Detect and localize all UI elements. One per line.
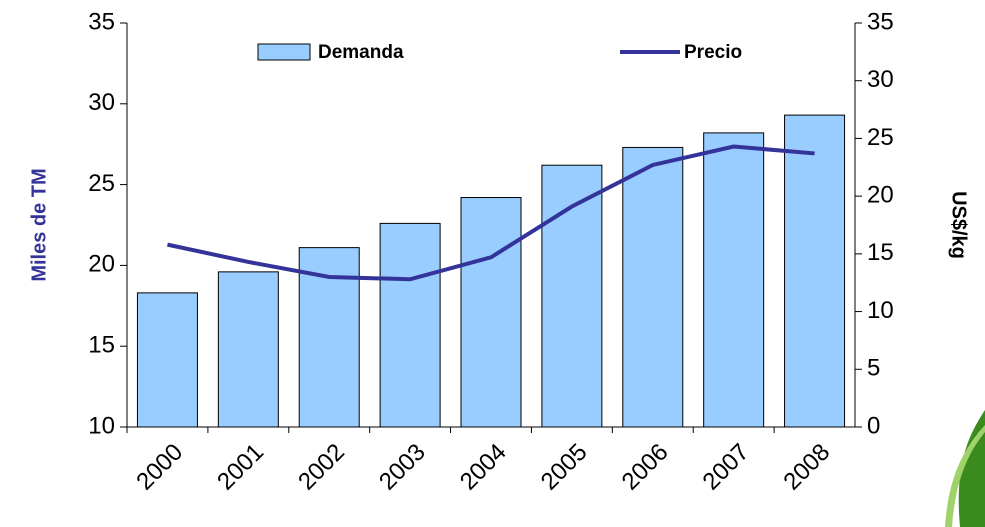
x-tick-label: 2007 [698, 439, 755, 496]
y2-tick-label: 20 [867, 181, 894, 208]
y2-tick-label: 5 [867, 355, 880, 382]
y2-tick-label: 30 [867, 66, 894, 93]
x-tick-label: 2000 [131, 439, 188, 496]
y-axis-title: Miles de TM [28, 168, 50, 281]
legend-label: Precio [684, 42, 742, 63]
x-tick-label: 2001 [212, 439, 269, 496]
y-tick-label: 10 [88, 412, 115, 439]
bar [461, 198, 521, 427]
x-tick-label: 2008 [778, 439, 835, 496]
legend-label: Demanda [318, 42, 404, 63]
x-tick-label: 2002 [293, 439, 350, 496]
x-tick-label: 2004 [455, 439, 512, 496]
y-tick-label: 35 [88, 8, 115, 35]
x-tick-label: 2006 [617, 439, 674, 496]
y-tick-label: 30 [88, 89, 115, 116]
bar [623, 147, 683, 427]
y2-tick-label: 10 [867, 297, 894, 324]
legend-swatch [258, 44, 310, 60]
bar [218, 272, 278, 427]
y2-tick-label: 35 [867, 8, 894, 35]
x-tick-label: 2005 [536, 439, 593, 496]
bar [704, 133, 764, 427]
y2-tick-label: 15 [867, 239, 894, 266]
bar [137, 293, 197, 427]
y-tick-label: 25 [88, 170, 115, 197]
bar [785, 115, 845, 427]
chart: Miles de TM US$/kg 10 15 20 25 30 35 0 5 10 15 20 2… [0, 0, 985, 527]
y2-tick-label: 0 [867, 412, 880, 439]
y2-tick-label: 25 [867, 124, 894, 151]
y2-axis-title: US$/kg [948, 191, 970, 259]
y-tick-label: 20 [88, 251, 115, 278]
x-tick-label: 2003 [374, 439, 431, 496]
bar [380, 223, 440, 427]
y-tick-label: 15 [88, 332, 115, 359]
